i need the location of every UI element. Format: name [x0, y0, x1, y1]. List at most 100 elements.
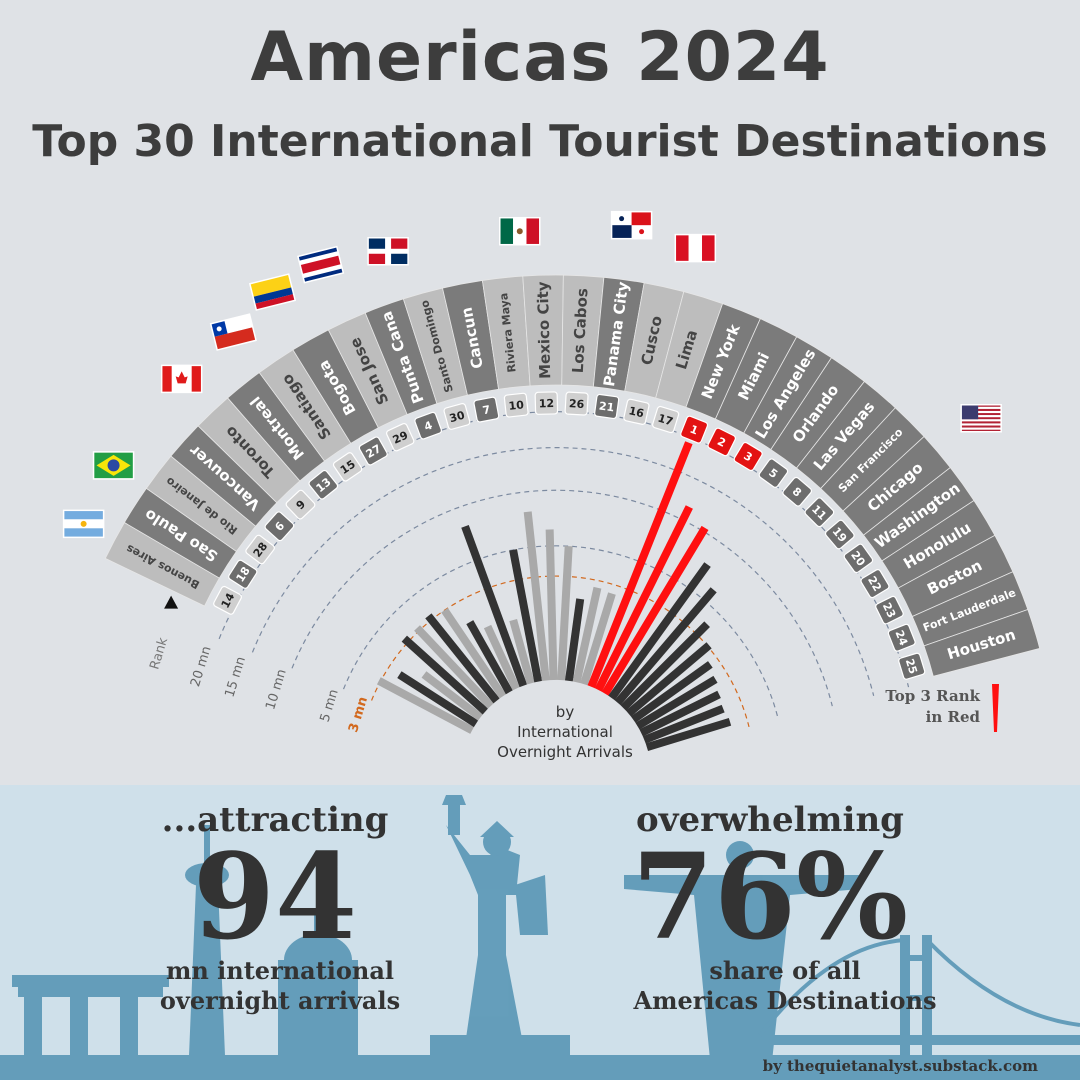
rank-number: 4 — [422, 419, 434, 434]
rank-number: 17 — [656, 412, 674, 429]
stat-right-value: 76% — [631, 827, 909, 966]
city-label: Mexico City — [534, 281, 555, 379]
legend-line-1: Top 3 Rank — [885, 687, 980, 705]
rank-box: 10 — [503, 392, 529, 418]
usa-flag-icon — [960, 404, 1002, 433]
rank-box: 17 — [652, 405, 680, 434]
scale-tick-label: 15 mn — [223, 655, 250, 699]
rank-box: 22 — [860, 569, 890, 599]
chart-measure-label: by International Overnight Arrivals — [480, 702, 650, 762]
legend-line-2: in Red — [925, 708, 980, 726]
rank-box: 21 — [594, 393, 620, 420]
scale-tick-label: 3 mn — [346, 695, 371, 734]
rank-box: 9 — [285, 489, 316, 520]
bar — [614, 587, 717, 706]
scale-ring-10 — [291, 489, 833, 707]
rank-arrow-icon — [164, 595, 179, 609]
rank-box: 14 — [213, 585, 242, 615]
argentina-flag-icon — [62, 509, 105, 539]
stat-right-caption: share of all Americas Destinations — [620, 956, 950, 1016]
rank-box: 15 — [332, 452, 363, 482]
rank-number: 12 — [539, 397, 555, 410]
stat-left-caption-1: mn international — [165, 956, 395, 985]
rank-box: 5 — [758, 458, 789, 488]
rank-number: 23 — [880, 601, 898, 620]
bar — [509, 619, 535, 685]
bar — [466, 620, 513, 695]
bar — [620, 621, 710, 711]
chile-flag-icon — [209, 313, 257, 351]
rank-axis-label: Rank — [147, 636, 171, 672]
rank-box: 3 — [733, 441, 763, 472]
bar — [414, 625, 494, 709]
bar — [642, 704, 725, 744]
page-title: Americas 2024 — [250, 18, 830, 97]
stat-left-value: 94 — [192, 827, 358, 966]
legend-red-swatch — [992, 684, 999, 732]
scale-tick-label: 10 mn — [263, 667, 290, 711]
rank-box: 1 — [680, 415, 709, 444]
bar — [509, 549, 543, 683]
rank-number: 1 — [688, 423, 700, 438]
costa-rica-flag-icon — [297, 245, 345, 284]
bar — [639, 690, 721, 737]
stat-left-caption-2: overnight arrivals — [159, 986, 401, 1015]
rank-box: 24 — [887, 623, 916, 652]
bar — [645, 717, 732, 752]
canada-flag-icon — [160, 364, 203, 394]
rank-box: 6 — [264, 511, 295, 542]
bar — [397, 671, 479, 728]
rank-number: 24 — [892, 628, 910, 647]
stat-right-lead: overwhelming — [636, 800, 904, 840]
measure-line-1: International — [517, 723, 613, 741]
dominican-republic-flag-icon — [367, 237, 409, 266]
bar — [572, 586, 602, 684]
rank-box: 13 — [308, 469, 339, 500]
rank-number: 30 — [448, 409, 467, 426]
rank-box: 28 — [245, 534, 275, 565]
measure-by: by — [555, 703, 575, 721]
rank-box: 11 — [804, 497, 835, 528]
stat-right-caption-2: Americas Destinations — [633, 986, 937, 1015]
rank-number: 16 — [627, 404, 645, 420]
bar — [483, 624, 520, 691]
rank-number: 29 — [391, 429, 410, 447]
rank-number: 21 — [598, 399, 615, 414]
bar — [545, 529, 558, 681]
rank-box: 26 — [564, 391, 589, 416]
rank-box: 4 — [414, 411, 442, 440]
bars — [376, 441, 732, 752]
rank-box: 16 — [623, 398, 650, 425]
rank-box: 2 — [707, 427, 737, 457]
legend: Top 3 Rank in Red — [850, 686, 980, 728]
rank-box: 18 — [228, 559, 258, 589]
page-subtitle: Top 30 International Tourist Destination… — [32, 116, 1048, 167]
bar — [557, 545, 573, 681]
rank-box: 12 — [534, 391, 559, 415]
bar — [425, 613, 500, 704]
rank-number: 26 — [569, 397, 585, 411]
bar — [601, 525, 709, 696]
peru-flag-icon — [674, 233, 717, 263]
bar — [608, 562, 711, 701]
city-skyline-silhouette — [0, 795, 1080, 1080]
scale-ring-3 — [371, 575, 750, 728]
bar — [635, 675, 718, 730]
bar — [580, 592, 616, 686]
rank-number: 10 — [508, 398, 525, 413]
brazil-flag-icon — [92, 451, 135, 480]
rank-box: 25 — [898, 652, 926, 680]
bar — [401, 635, 489, 715]
bar — [441, 607, 507, 699]
rank-number: 25 — [903, 657, 920, 675]
rank-box: 23 — [875, 595, 904, 625]
credit-text: by thequietanalyst.substack.com — [762, 1057, 1038, 1075]
rank-box: 7 — [473, 396, 500, 423]
panama-flag-icon — [610, 210, 653, 240]
rank-number: 7 — [481, 403, 491, 417]
scale-tick-label: 5 mn — [318, 688, 342, 724]
